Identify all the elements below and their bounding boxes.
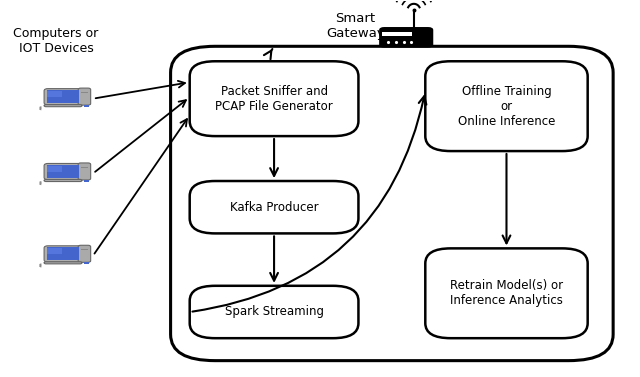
Text: Smart
Gateway: Smart Gateway [326, 12, 385, 40]
FancyBboxPatch shape [78, 245, 91, 262]
Bar [47, 247, 79, 261]
FancyBboxPatch shape [382, 32, 412, 36]
FancyBboxPatch shape [78, 163, 91, 180]
Bar [84, 180, 89, 182]
FancyBboxPatch shape [426, 248, 588, 338]
FancyBboxPatch shape [78, 88, 91, 105]
FancyBboxPatch shape [189, 61, 358, 136]
Bar [81, 249, 88, 250]
Bar [81, 167, 88, 168]
FancyBboxPatch shape [189, 286, 358, 338]
FancyBboxPatch shape [44, 89, 82, 105]
Text: Kafka Producer: Kafka Producer [230, 201, 318, 214]
Text: Retrain Model(s) or
Inference Analytics: Retrain Model(s) or Inference Analytics [450, 279, 563, 307]
FancyBboxPatch shape [44, 262, 82, 264]
Text: Packet Sniffer and
PCAP File Generator: Packet Sniffer and PCAP File Generator [215, 85, 333, 113]
FancyBboxPatch shape [44, 246, 82, 262]
FancyBboxPatch shape [44, 104, 82, 107]
Text: Computers or
IOT Devices: Computers or IOT Devices [13, 27, 99, 55]
FancyBboxPatch shape [189, 181, 358, 233]
Bar [47, 165, 79, 178]
Text: Spark Streaming: Spark Streaming [225, 305, 324, 319]
FancyBboxPatch shape [44, 164, 82, 180]
Bar [84, 262, 89, 264]
Text: Offline Training
or
Online Inference: Offline Training or Online Inference [458, 85, 555, 128]
FancyBboxPatch shape [379, 27, 433, 48]
Bar [81, 92, 88, 93]
FancyBboxPatch shape [426, 61, 588, 151]
Bar [84, 105, 89, 107]
FancyBboxPatch shape [44, 179, 82, 182]
FancyBboxPatch shape [171, 46, 613, 361]
Bar [47, 90, 79, 103]
Bar [47, 248, 62, 254]
Bar [47, 166, 62, 172]
Bar [47, 91, 62, 97]
